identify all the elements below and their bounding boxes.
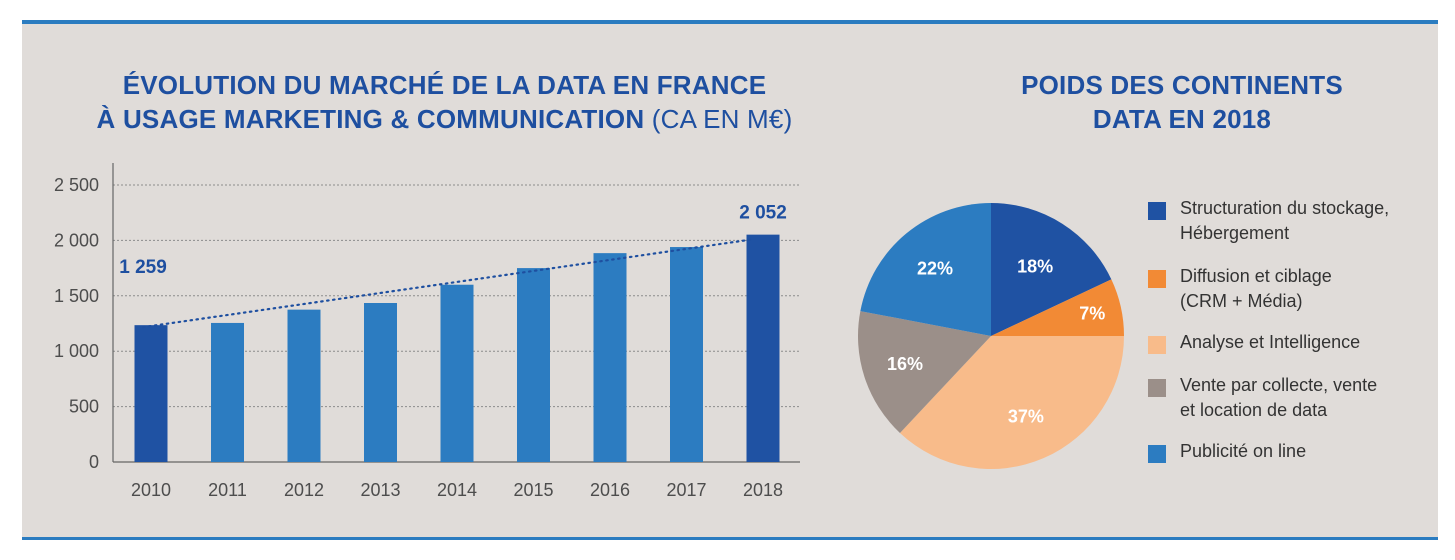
- bar-title-line2-text: À USAGE MARKETING & COMMUNICATION: [96, 104, 645, 134]
- legend-swatch-stockage: [1148, 202, 1166, 220]
- legend-swatch-vente: [1148, 379, 1166, 397]
- pie-slice-diffusion: [991, 279, 1124, 336]
- bar-2017: [670, 247, 703, 462]
- bar-2015: [517, 268, 550, 462]
- legend-label-diffusion-line2: (CRM + Média): [1180, 291, 1303, 311]
- legend-swatch-analyse: [1148, 336, 1166, 354]
- bar-2018: [746, 234, 780, 462]
- legend-label-stockage: Structuration du stockage, Hébergement: [1180, 196, 1435, 246]
- bar-2016: [593, 253, 627, 462]
- x-tick-label: 2010: [131, 480, 171, 500]
- pie-label-publicite: 22%: [917, 258, 953, 278]
- pie-label-analyse: 37%: [1008, 407, 1044, 427]
- bar-2010: [134, 325, 168, 462]
- x-tick-label: 2018: [743, 480, 783, 500]
- value-label-2018: 2 052: [739, 203, 787, 224]
- y-tick-label: 2 000: [54, 230, 99, 250]
- legend-label-vente: Vente par collecte, vente et location de …: [1180, 373, 1435, 423]
- pie-label-stockage: 18%: [1017, 256, 1053, 276]
- y-tick-label: 0: [89, 452, 99, 472]
- trend-line: [141, 238, 755, 329]
- y-tick-label: 500: [69, 397, 99, 417]
- bar-title-line1: ÉVOLUTION DU MARCHÉ DE LA DATA EN FRANCE: [122, 70, 767, 100]
- pie-slice-publicite: [860, 203, 991, 336]
- pie-label-vente: 16%: [887, 354, 923, 374]
- bar-2014: [440, 284, 474, 462]
- x-tick-label: 2016: [590, 480, 630, 500]
- bar-chart-title: ÉVOLUTION DU MARCHÉ DE LA DATA EN FRANCE…: [62, 68, 827, 136]
- x-tick-label: 2011: [208, 480, 247, 500]
- legend-label-publicite-line1: Publicité on line: [1180, 441, 1307, 461]
- bar-2011: [211, 322, 244, 462]
- legend-label-analyse: Analyse et Intelligence: [1180, 330, 1435, 355]
- infographic-panel: ÉVOLUTION DU MARCHÉ DE LA DATA EN FRANCE…: [22, 20, 1438, 540]
- bar-2012: [287, 309, 321, 462]
- pie-slice-analyse: [899, 336, 1124, 469]
- pie-title-line2: DATA EN 2018: [1092, 104, 1272, 134]
- pie-title-line1: POIDS DES CONTINENTS: [1021, 70, 1343, 100]
- x-tick-label: 2015: [513, 480, 553, 500]
- bar-title-unit: (CA EN M€): [651, 104, 793, 134]
- pie-slice-stockage: [991, 203, 1112, 336]
- legend-label-vente-line1: Vente par collecte, vente: [1180, 375, 1378, 395]
- legend-label-vente-line2: et location de data: [1180, 400, 1328, 420]
- legend-swatch-publicite: [1148, 445, 1166, 463]
- legend-label-publicite: Publicité on line: [1180, 439, 1435, 464]
- bar-title-line2: À USAGE MARKETING & COMMUNICATION (CA EN…: [62, 102, 827, 136]
- legend-label-stockage-line2: Hébergement: [1180, 223, 1290, 243]
- pie-label-diffusion: 7%: [1079, 303, 1105, 323]
- legend-swatch-diffusion: [1148, 270, 1166, 288]
- y-tick-label: 1 500: [54, 286, 99, 306]
- x-tick-label: 2017: [666, 480, 706, 500]
- pie-chart-title: POIDS DES CONTINENTS DATA EN 2018: [947, 68, 1417, 136]
- x-tick-label: 2013: [360, 480, 400, 500]
- x-tick-label: 2012: [284, 480, 324, 500]
- legend-label-analyse-line1: Analyse et Intelligence: [1180, 332, 1361, 352]
- legend-label-diffusion-line1: Diffusion et ciblage: [1180, 266, 1332, 286]
- legend-label-stockage-line1: Structuration du stockage,: [1180, 198, 1390, 218]
- y-tick-label: 2 500: [54, 175, 99, 195]
- legend-label-diffusion: Diffusion et ciblage (CRM + Média): [1180, 264, 1435, 314]
- bar-2013: [364, 303, 397, 462]
- pie-slice-vente: [857, 311, 991, 433]
- y-tick-label: 1 000: [54, 341, 99, 361]
- value-label-2010: 1 259: [119, 257, 167, 278]
- x-tick-label: 2014: [437, 480, 477, 500]
